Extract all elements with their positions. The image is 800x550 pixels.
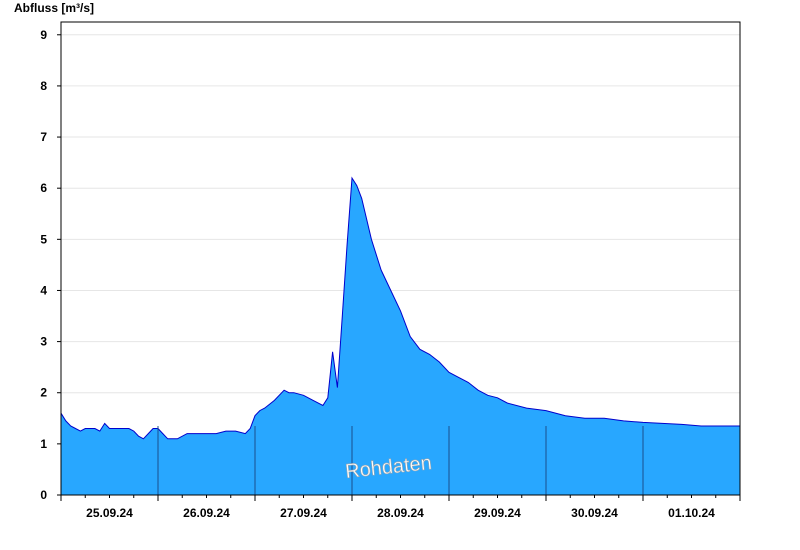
y-tick-label: 5: [40, 232, 47, 246]
y-axis-label: Abfluss [m³/s]: [14, 1, 95, 15]
day-separators: [157, 425, 644, 495]
y-tick-label: 0: [40, 488, 47, 502]
x-tick-label: 29.09.24: [474, 506, 521, 520]
y-tick-label: 7: [40, 130, 47, 144]
x-tick-label: 28.09.24: [377, 506, 424, 520]
y-tick-label: 8: [40, 79, 47, 93]
y-axis-ticks: 0 1 2 3 4 5 6 7 8 9: [40, 28, 61, 502]
x-axis-ticks: 25.09.24 26.09.24 27.09.24 28.09.24 29.09.24…: [60, 495, 741, 520]
discharge-line: [60, 176, 740, 440]
x-tick-label: 01.10.24: [668, 506, 715, 520]
x-tick-label: 27.09.24: [280, 506, 327, 520]
y-tick-label: 1: [40, 437, 47, 451]
grid: [61, 34, 740, 445]
y-tick-label: 6: [40, 181, 47, 195]
y-tick-label: 9: [40, 28, 47, 42]
y-tick-label: 2: [40, 386, 47, 400]
plot-frame: [60, 21, 741, 496]
discharge-area: [61, 178, 740, 495]
x-tick-label: 30.09.24: [571, 506, 618, 520]
x-tick-label: 26.09.24: [183, 506, 230, 520]
y-tick-label: 3: [40, 335, 47, 349]
y-tick-label: 4: [40, 283, 47, 297]
x-tick-label: 25.09.24: [86, 506, 133, 520]
